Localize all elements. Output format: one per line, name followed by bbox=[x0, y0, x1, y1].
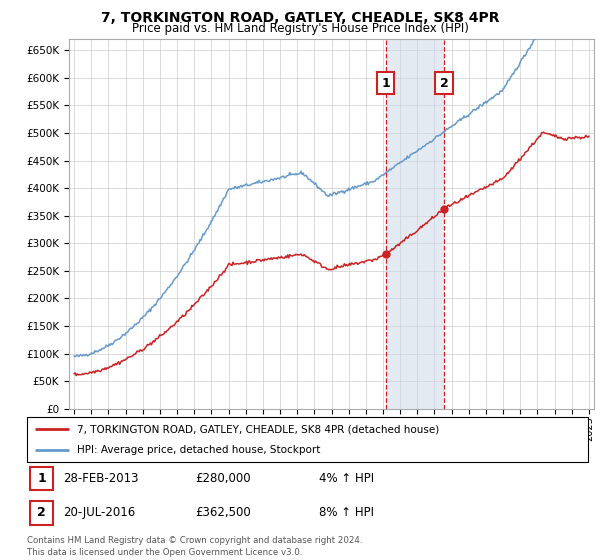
Bar bbox=[30, 501, 53, 525]
Text: £280,000: £280,000 bbox=[196, 472, 251, 485]
Text: 7, TORKINGTON ROAD, GATLEY, CHEADLE, SK8 4PR: 7, TORKINGTON ROAD, GATLEY, CHEADLE, SK8… bbox=[101, 11, 499, 25]
Text: Price paid vs. HM Land Registry's House Price Index (HPI): Price paid vs. HM Land Registry's House … bbox=[131, 22, 469, 35]
Text: 8% ↑ HPI: 8% ↑ HPI bbox=[319, 506, 374, 519]
Text: 28-FEB-2013: 28-FEB-2013 bbox=[64, 472, 139, 485]
Text: 7, TORKINGTON ROAD, GATLEY, CHEADLE, SK8 4PR (detached house): 7, TORKINGTON ROAD, GATLEY, CHEADLE, SK8… bbox=[77, 424, 440, 435]
Bar bbox=[30, 466, 53, 490]
Text: 2: 2 bbox=[440, 77, 448, 90]
Text: £362,500: £362,500 bbox=[196, 506, 251, 519]
Text: Contains HM Land Registry data © Crown copyright and database right 2024.: Contains HM Land Registry data © Crown c… bbox=[27, 536, 362, 545]
Text: 4% ↑ HPI: 4% ↑ HPI bbox=[319, 472, 374, 485]
Text: 2: 2 bbox=[37, 506, 46, 519]
Text: This data is licensed under the Open Government Licence v3.0.: This data is licensed under the Open Gov… bbox=[27, 548, 302, 557]
Text: 1: 1 bbox=[382, 77, 390, 90]
Text: 20-JUL-2016: 20-JUL-2016 bbox=[64, 506, 136, 519]
Bar bbox=[386, 39, 444, 409]
Text: 1: 1 bbox=[37, 472, 46, 485]
Text: HPI: Average price, detached house, Stockport: HPI: Average price, detached house, Stoc… bbox=[77, 445, 321, 455]
